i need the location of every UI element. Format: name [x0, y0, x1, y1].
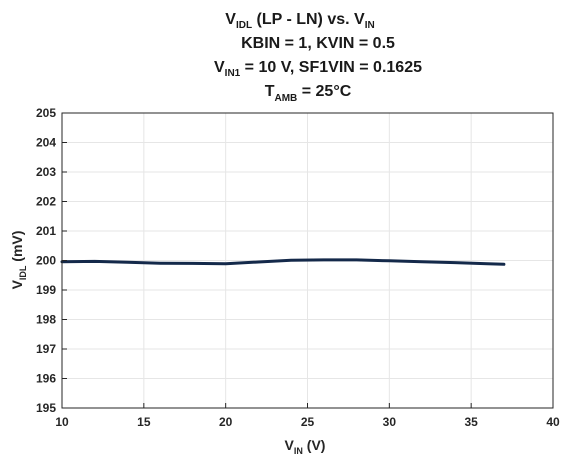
y-tick-label: 199 [36, 283, 56, 297]
x-tick-label: 35 [464, 415, 478, 429]
y-tick-label: 205 [36, 106, 56, 120]
x-tick-label: 40 [546, 415, 560, 429]
y-tick-label: 202 [36, 195, 56, 209]
title-line-1: VIDL (LP - LN) vs. VIN [225, 11, 374, 31]
x-tick-label: 20 [219, 415, 233, 429]
x-tick-label: 10 [55, 415, 69, 429]
y-tick-label: 198 [36, 313, 56, 327]
y-tick-label: 195 [36, 401, 56, 415]
title-line-2: KBIN = 1, KVIN = 0.5 [241, 35, 395, 52]
y-tick-label: 201 [36, 224, 56, 238]
x-axis-ticks: 10 15 20 25 30 35 40 [55, 403, 560, 429]
y-tick-label: 200 [36, 254, 56, 268]
y-tick-label: 196 [36, 372, 56, 386]
x-tick-label: 25 [301, 415, 315, 429]
x-tick-label: 30 [383, 415, 397, 429]
y-tick-label: 197 [36, 342, 56, 356]
x-axis-label: VIN (V) [285, 437, 326, 456]
title-line-3: VIN1 = 10 V, SF1VIN = 0.1625 [214, 59, 422, 79]
title-line-4: TAMB = 25°C [265, 83, 352, 104]
y-tick-label: 203 [36, 165, 56, 179]
x-tick-label: 15 [137, 415, 151, 429]
y-tick-label: 204 [36, 136, 56, 150]
series-line-0 [60, 258, 506, 266]
y-axis-ticks: 195 196 197 198 199 200 201 202 203 204 205 [36, 106, 67, 415]
y-axis-label: VIDL (mV) [9, 231, 28, 290]
series-layer [60, 258, 506, 266]
chart-title: VIDL (LP - LN) vs. VIN KBIN = 1, KVIN = … [214, 11, 422, 104]
